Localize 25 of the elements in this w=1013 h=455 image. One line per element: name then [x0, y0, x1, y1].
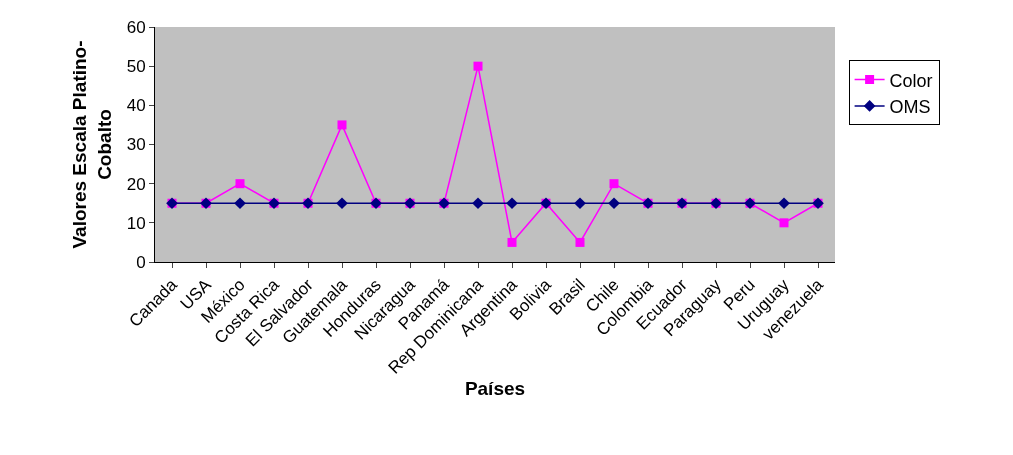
- point: [472, 197, 484, 210]
- y-tick-label: 50: [126, 57, 146, 77]
- point: [336, 197, 348, 210]
- y-tick-label: 60: [126, 17, 146, 37]
- point: [507, 237, 517, 247]
- point: [574, 197, 586, 210]
- y-tick-label: 40: [126, 96, 146, 116]
- point: [235, 179, 245, 189]
- point: [608, 197, 620, 210]
- x-axis-title: Países: [464, 378, 526, 400]
- point: [473, 61, 483, 71]
- y-tick-label: 20: [126, 174, 146, 194]
- point: [778, 197, 790, 210]
- point: [575, 237, 585, 247]
- point: [779, 218, 789, 228]
- legend-label: Color: [889, 70, 933, 91]
- point: [234, 197, 246, 210]
- point: [609, 179, 619, 189]
- point: [506, 197, 518, 210]
- y-tick-label: 30: [126, 135, 146, 155]
- y-tick-label: 0: [136, 252, 146, 272]
- point: [337, 120, 347, 130]
- y-tick-label: 10: [126, 213, 146, 233]
- y-axis-title: Valores Escala Platino-Cobalto: [68, 40, 115, 249]
- legend-label: OMS: [889, 96, 931, 117]
